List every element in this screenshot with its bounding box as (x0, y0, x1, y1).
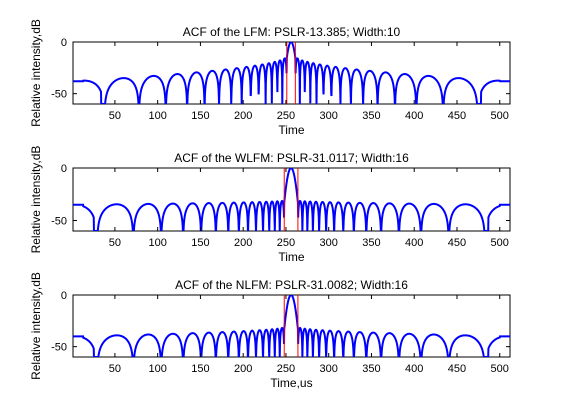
x-tick-label: 350 (362, 110, 380, 122)
x-tick-label: 450 (448, 363, 466, 375)
x-tick-label: 400 (405, 237, 423, 249)
y-tick-label: 0 (61, 37, 67, 49)
x-axis-label: Time (278, 250, 305, 264)
y-axis-label: Relative intensity,dB (29, 272, 43, 380)
x-tick-label: 300 (320, 110, 338, 122)
x-tick-label: 450 (448, 237, 466, 249)
y-tick-label: -50 (51, 89, 67, 101)
x-tick-label: 500 (491, 110, 509, 122)
x-tick-label: 200 (234, 237, 252, 249)
chart-title: ACF of the NLFM: PSLR-31.0082; Width:16 (175, 278, 408, 292)
x-tick-label: 350 (362, 237, 380, 249)
acf-series-line (73, 42, 510, 104)
axes-box (72, 167, 511, 232)
y-tick-label: 0 (61, 290, 67, 302)
x-tick-label: 500 (491, 237, 509, 249)
acf-series-line (73, 295, 510, 357)
x-tick-label: 200 (234, 363, 252, 375)
chart-title: ACF of the LFM: PSLR-13.385; Width:10 (183, 25, 401, 39)
x-tick-label: 250 (277, 237, 295, 249)
x-tick-label: 100 (148, 237, 166, 249)
acf-series-line (73, 168, 510, 231)
chart-panel-2: 50 100 150 200 250 300 350 400 450 500 -50 0 ACF of … (29, 146, 511, 264)
chart-panel-1: 50 100 150 200 250 300 350 400 450 500 -50 0 ACF of … (29, 19, 511, 137)
chart-panel-3: 50 100 150 200 250 300 350 400 450 500 -50 0 ACF of … (29, 272, 511, 390)
y-axis-label: Relative intensity,dB (29, 19, 43, 127)
axes-box (72, 41, 511, 105)
x-tick-label: 100 (148, 363, 166, 375)
x-tick-label: 400 (405, 363, 423, 375)
x-tick-label: 200 (234, 110, 252, 122)
y-tick-label: -50 (51, 216, 67, 228)
x-tick-label: 50 (109, 363, 121, 375)
axes-box (72, 294, 511, 358)
x-tick-label: 300 (320, 237, 338, 249)
x-tick-label: 450 (448, 110, 466, 122)
chart-title: ACF of the WLFM: PSLR-31.0117; Width:16 (174, 151, 409, 165)
x-tick-label: 500 (491, 363, 509, 375)
x-axis-label: Time (278, 123, 305, 137)
x-tick-label: 350 (362, 363, 380, 375)
x-tick-label: 250 (277, 363, 295, 375)
x-tick-label: 400 (405, 110, 423, 122)
x-tick-label: 50 (109, 110, 121, 122)
y-tick-label: 0 (61, 163, 67, 175)
x-tick-label: 50 (109, 237, 121, 249)
x-tick-label: 150 (191, 110, 209, 122)
x-tick-label: 250 (277, 110, 295, 122)
y-axis-label: Relative intensity,dB (29, 146, 43, 254)
x-tick-label: 100 (148, 110, 166, 122)
x-axis-label: Time,us (270, 376, 312, 390)
x-tick-label: 300 (320, 363, 338, 375)
y-tick-label: -50 (51, 342, 67, 354)
x-tick-label: 150 (191, 363, 209, 375)
x-tick-label: 150 (191, 237, 209, 249)
